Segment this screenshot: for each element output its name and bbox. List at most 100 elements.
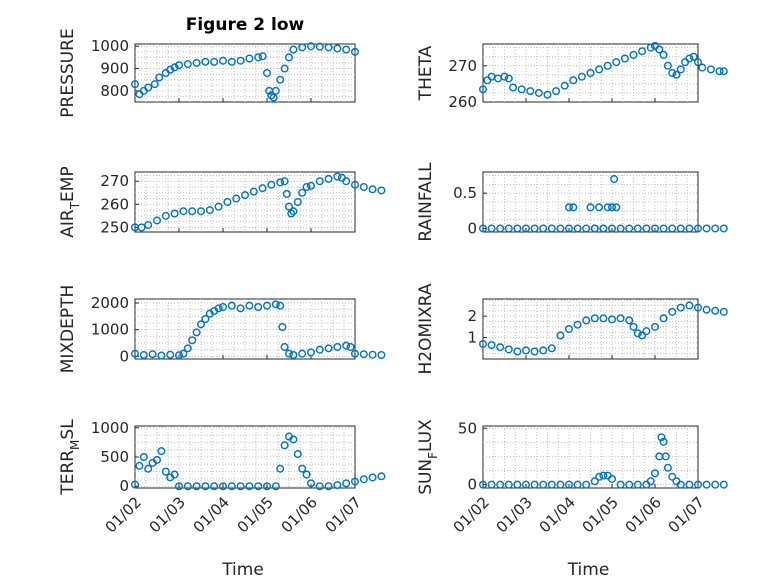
data-point (582, 224, 591, 233)
x-tick-label: 01/03 (493, 493, 536, 536)
panel-h2omixra: 1 2 H2OMIXRA (416, 283, 728, 375)
data-point (342, 177, 351, 186)
data-point (668, 307, 677, 316)
y-axis-label-rest: EMP (58, 166, 78, 202)
data-point (711, 306, 720, 315)
data-point (500, 72, 509, 81)
data-point (285, 53, 294, 62)
data-point (504, 74, 513, 83)
data-point (351, 477, 360, 486)
data-point (174, 61, 183, 70)
data-point (659, 224, 668, 233)
data-point (616, 314, 625, 323)
data-point (280, 177, 289, 186)
y-tick-label: 1000 (91, 419, 129, 437)
data-point (192, 58, 201, 67)
data-point (196, 320, 205, 329)
data-point (333, 172, 342, 181)
data-point (560, 81, 569, 90)
data-point (170, 470, 179, 479)
data-point (346, 343, 355, 352)
data-point (509, 83, 518, 92)
y-tick-label: 270 (448, 57, 477, 75)
data-point (642, 327, 651, 336)
data-point (651, 322, 660, 331)
x-tick-label: 01/05 (234, 493, 277, 536)
y-axis-label-sub: T (68, 201, 82, 210)
data-point (196, 207, 205, 216)
data-point (522, 346, 531, 355)
y-axis-label-main: AIR (58, 209, 78, 238)
data-point (530, 347, 539, 356)
data-point (236, 56, 245, 65)
data-point (315, 177, 324, 186)
data-point (479, 480, 488, 489)
data-point (150, 80, 159, 89)
data-point (651, 469, 660, 478)
data-point (307, 181, 316, 190)
data-point (582, 316, 591, 325)
y-axis-label: MIXDEPTH (58, 285, 78, 374)
data-point (271, 300, 280, 309)
data-point (711, 224, 720, 233)
x-tick-label: 01/04 (190, 493, 233, 536)
data-point (271, 86, 280, 95)
data-point (359, 350, 368, 359)
data-point (556, 224, 565, 233)
data-point (565, 325, 574, 334)
data-point (522, 480, 531, 489)
data-point (659, 50, 668, 59)
data-point (646, 43, 655, 52)
data-point (201, 57, 210, 66)
data-point (672, 70, 681, 79)
data-point (547, 480, 556, 489)
data-point (633, 224, 642, 233)
data-point (368, 473, 377, 482)
y-tick-label: 260 (448, 93, 477, 111)
y-axis-label: AIRTEMP (58, 166, 82, 237)
data-point (638, 47, 647, 56)
data-point (157, 351, 166, 360)
data-point (530, 480, 539, 489)
data-point (586, 68, 595, 77)
y-axis-label-sub: F (426, 452, 440, 459)
data-point (307, 479, 316, 488)
data-point (552, 87, 561, 96)
data-point (183, 482, 192, 491)
data-point (227, 301, 236, 310)
data-point (258, 184, 267, 193)
data-point (298, 188, 307, 197)
y-axis-label: H2OMIXRA (416, 283, 436, 374)
data-point (315, 42, 324, 51)
y-axis-label: TERRMSL (58, 419, 82, 496)
data-point (174, 351, 183, 360)
data-point (287, 209, 296, 218)
data-point (565, 480, 574, 489)
data-point (719, 67, 728, 76)
data-point (289, 435, 298, 444)
data-point (152, 216, 161, 225)
data-point (569, 203, 578, 212)
data-point (603, 61, 612, 70)
data-point (556, 331, 565, 340)
data-point (307, 42, 316, 51)
data-point (223, 197, 232, 206)
data-point (130, 80, 139, 89)
data-point (504, 224, 513, 233)
data-point (302, 470, 311, 479)
data-point (144, 464, 153, 473)
data-point (236, 482, 245, 491)
data-point (487, 224, 496, 233)
data-point (285, 202, 294, 211)
y-tick-label: 800 (100, 82, 129, 100)
data-point (565, 203, 574, 212)
data-point (298, 349, 307, 358)
data-point (276, 464, 285, 473)
data-point (556, 480, 565, 489)
data-point (135, 461, 144, 470)
data-point (685, 301, 694, 310)
y-tick-label: 0 (467, 219, 477, 237)
data-point (214, 304, 223, 313)
data-point (192, 482, 201, 491)
data-point (236, 304, 245, 313)
